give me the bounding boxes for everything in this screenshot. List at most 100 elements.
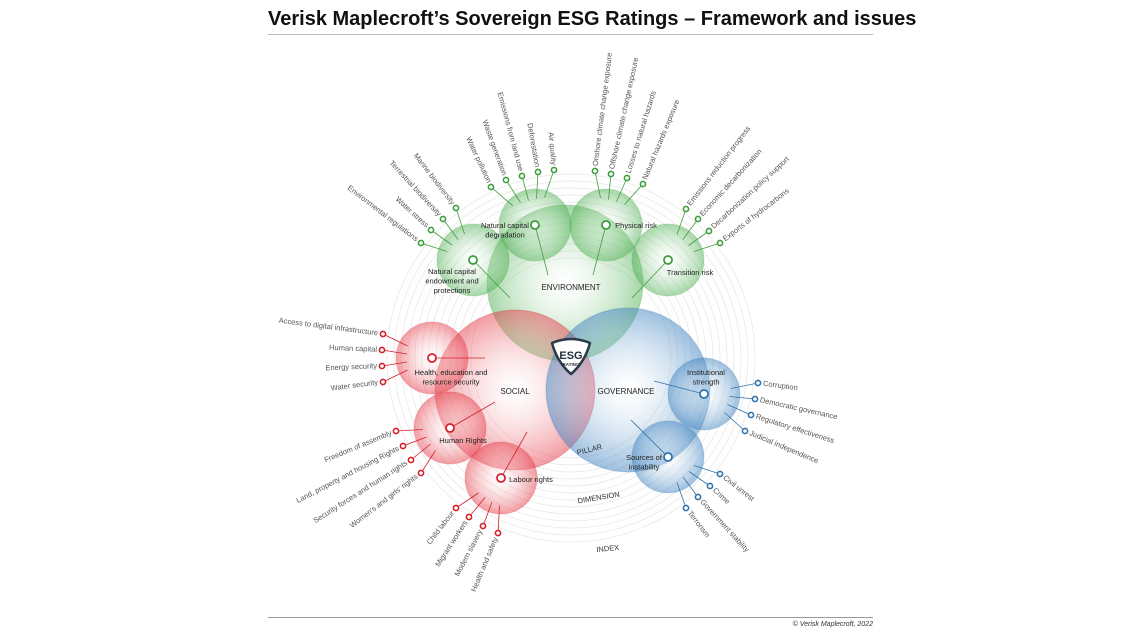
page-title: Verisk Maplecroft’s Sovereign ESG Rating… — [268, 8, 917, 30]
issue-connector — [624, 183, 644, 205]
issue-connector — [455, 207, 465, 235]
footer-divider — [268, 617, 873, 618]
dimension-label: resource security — [422, 378, 479, 387]
issue-node — [417, 469, 425, 477]
issue-label: Energy security — [325, 361, 377, 372]
issue-node — [682, 504, 690, 512]
esg-rating-badge: ESG RATING — [550, 337, 592, 376]
issue-node — [607, 170, 615, 178]
issue-connector — [381, 361, 408, 367]
esg-badge-shape — [550, 337, 592, 376]
issue-connector — [688, 471, 711, 487]
dimension-label: Human Rights — [439, 436, 487, 445]
issue-node — [694, 493, 702, 501]
dimension-label: degradation — [485, 231, 525, 240]
issue-node — [716, 470, 724, 478]
dimension-connector — [630, 419, 669, 458]
dimension-label: strength — [692, 378, 719, 387]
issue-connector — [676, 208, 687, 235]
dimension-node — [663, 452, 673, 462]
dimension-node — [699, 389, 709, 399]
issue-label: Human capital — [329, 343, 378, 354]
esg-badge-subtitle: RATING — [563, 362, 580, 367]
issue-connector — [730, 382, 759, 389]
dimension-label: protections — [434, 286, 471, 295]
issue-node — [379, 378, 387, 386]
dimension-node — [468, 255, 478, 265]
dimension-node — [601, 220, 611, 230]
issue-connector — [442, 218, 459, 240]
issue-connector — [682, 218, 699, 240]
dimension-node — [445, 423, 455, 433]
issue-node — [452, 204, 460, 212]
level-label-index: INDEX — [596, 543, 620, 554]
issue-connector — [594, 170, 601, 199]
dimension-label: Physical risk — [615, 221, 657, 230]
issue-node — [591, 167, 599, 175]
issue-connector — [521, 175, 529, 201]
issue-connector — [402, 436, 427, 447]
issue-node — [399, 442, 407, 450]
issue-node — [379, 330, 387, 338]
issue-connector — [693, 465, 721, 475]
issue-label: Water security — [330, 378, 379, 393]
issue-node — [479, 522, 487, 530]
issue-connector — [676, 482, 687, 509]
esg-badge-title: ESG — [559, 350, 582, 362]
dimension-connector — [500, 431, 528, 479]
issue-connector — [382, 369, 408, 383]
issue-connector — [420, 450, 436, 474]
issue-connector — [490, 186, 514, 207]
dimension-connector — [592, 224, 607, 276]
issue-node — [378, 346, 386, 354]
issue-node — [487, 183, 495, 191]
issue-connector — [455, 492, 479, 509]
issue-connector — [536, 171, 539, 199]
issue-node — [747, 411, 755, 419]
issue-connector — [430, 229, 453, 246]
dimension-label: instability — [629, 463, 660, 472]
copyright: © Verisk Maplecroft, 2022 — [792, 621, 873, 628]
index-ring — [393, 180, 749, 536]
dimension-node — [496, 473, 506, 483]
pillar-label-governance: GOVERNANCE — [598, 387, 655, 396]
issue-node — [465, 513, 473, 521]
issue-node — [706, 482, 714, 490]
issue-node — [705, 227, 713, 235]
issue-connector — [616, 177, 628, 202]
dimension-label: Labour rights — [509, 475, 553, 484]
issue-node — [682, 205, 690, 213]
issue-label: Marine biodiversity — [412, 151, 457, 206]
issue-node — [754, 379, 762, 387]
issue-connector — [727, 404, 752, 416]
issue-connector — [410, 443, 431, 461]
issue-node — [452, 504, 460, 512]
issue-label: Air quality — [547, 132, 559, 166]
dimension-label: Natural capital — [481, 221, 529, 230]
dimension-label: Sources of — [626, 453, 663, 462]
issue-node — [534, 168, 542, 176]
issue-node — [378, 362, 386, 370]
issue-connector — [693, 242, 721, 252]
dimension-connector — [449, 401, 496, 429]
pillar-label-environment: ENVIRONMENT — [541, 283, 600, 292]
issue-connector — [505, 179, 521, 203]
issue-node — [639, 180, 647, 188]
pillar-label-social: SOCIAL — [500, 387, 530, 396]
issue-connector — [729, 396, 756, 400]
issue-connector — [382, 333, 408, 347]
issue-node — [716, 239, 724, 247]
dimension-connector — [631, 259, 669, 299]
index-ring — [386, 173, 756, 543]
issue-node — [427, 226, 435, 234]
issue-node — [741, 427, 749, 435]
issue-node — [494, 529, 502, 537]
issue-node — [623, 174, 631, 182]
dimension-label: Transition risk — [667, 268, 714, 277]
issue-connector — [682, 476, 699, 498]
issue-node — [439, 215, 447, 223]
issue-node — [694, 215, 702, 223]
issue-connector — [724, 412, 746, 432]
